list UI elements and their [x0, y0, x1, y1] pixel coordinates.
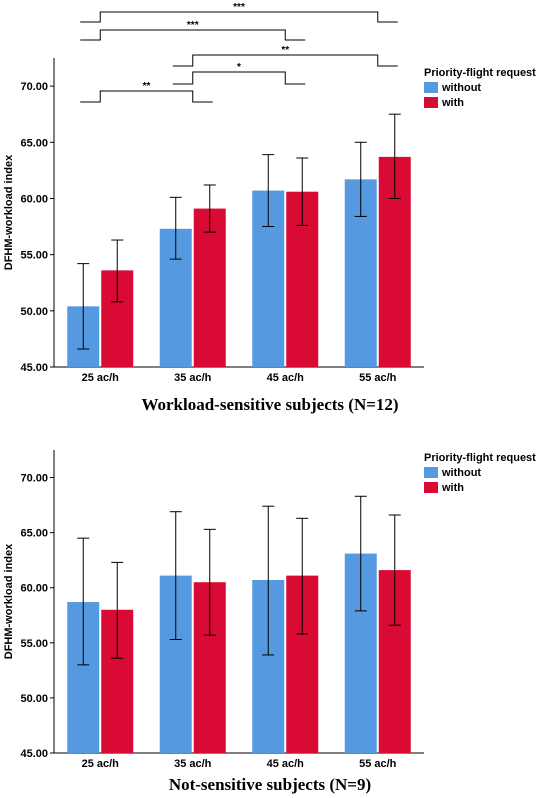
legend-label-with: with	[441, 482, 464, 494]
y-tick-label: 55.00	[20, 638, 48, 650]
legend-title: Priority-flight request	[424, 67, 536, 79]
significance-bracket	[80, 29, 306, 41]
legend-label-without: without	[441, 82, 481, 94]
chart-workload-sensitive: 45.00 50.00 55.00 60.00 65.00 70.00 DFHM-workl…	[3, 2, 536, 414]
significance-label: **	[281, 45, 289, 56]
legend-swatch-without	[424, 82, 438, 93]
y-tick-label: 70.00	[20, 473, 48, 485]
x-tick-label: 35 ac/h	[174, 372, 212, 384]
bar-with-1	[193, 208, 226, 367]
y-tick-label: 45.00	[20, 748, 48, 760]
significance-label: *	[237, 62, 241, 73]
significance-bracket	[80, 90, 213, 103]
y-tick-label: 45.00	[20, 362, 48, 374]
legend-label-without: without	[441, 467, 481, 479]
y-tick-label: 65.00	[20, 137, 48, 149]
significance-bracket	[80, 11, 398, 23]
x-tick-label: 55 ac/h	[359, 372, 397, 384]
y-tick-label: 60.00	[20, 583, 48, 595]
x-tick-label: 55 ac/h	[359, 758, 397, 770]
x-tick-label: 35 ac/h	[174, 758, 212, 770]
y-tick-label: 70.00	[20, 81, 48, 93]
significance-label: ***	[187, 20, 199, 31]
significance-label: ***	[233, 2, 245, 13]
chart-caption: Workload-sensitive subjects (N=12)	[141, 395, 398, 414]
x-tick-label: 45 ac/h	[267, 372, 305, 384]
x-tick-label: 45 ac/h	[267, 758, 305, 770]
y-tick-label: 65.00	[20, 528, 48, 540]
significance-bracket	[172, 71, 306, 85]
y-tick-label: 55.00	[20, 250, 48, 262]
x-tick-label: 25 ac/h	[82, 372, 120, 384]
significance-label: **	[143, 81, 151, 92]
legend-swatch-with	[424, 482, 438, 493]
legend-swatch-with	[424, 97, 438, 108]
chart-not-sensitive: 45.00 50.00 55.00 60.00 65.00 70.00 DFHM-workl…	[3, 450, 536, 794]
legend-swatch-without	[424, 467, 438, 478]
legend-label-with: with	[441, 97, 464, 109]
y-tick-label: 50.00	[20, 306, 48, 318]
legend-title: Priority-flight request	[424, 452, 536, 464]
y-axis-label: DFHM-workload index	[3, 154, 15, 270]
y-axis-label: DFHM-workload index	[3, 543, 15, 659]
significance-bracket	[172, 54, 398, 67]
x-tick-label: 25 ac/h	[82, 758, 120, 770]
chart-caption: Not-sensitive subjects (N=9)	[169, 775, 371, 794]
y-tick-label: 60.00	[20, 193, 48, 205]
y-tick-label: 50.00	[20, 693, 48, 705]
